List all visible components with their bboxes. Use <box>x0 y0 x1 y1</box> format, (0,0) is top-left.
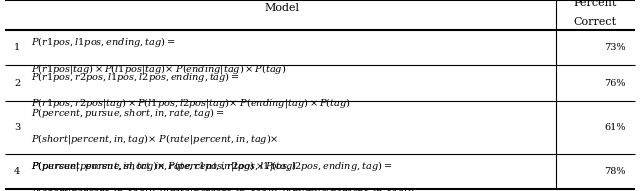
Text: $P(r1pos, r2pos, l1pos, l2pos, ending, tag) =$: $P(r1pos, r2pos, l1pos, l2pos, ending, t… <box>31 70 239 84</box>
Text: $P(r1pos, l1pos, ending, tag) =$: $P(r1pos, l1pos, ending, tag) =$ <box>31 35 175 49</box>
Text: 3: 3 <box>14 123 20 132</box>
Text: 61%: 61% <box>604 123 626 132</box>
Text: $P(r1pos|tag) \times P(l1pos|tag){\times}\ P(ending|tag) \times P(tag)$: $P(r1pos|tag) \times P(l1pos|tag){\times… <box>31 62 286 76</box>
Text: Model: Model <box>264 3 299 13</box>
Text: 78%: 78% <box>604 167 626 176</box>
Text: $P(short|percent, in, tag){\times}\ P(rate|percent, in, tag){\times}$: $P(short|percent, in, tag){\times}\ P(ra… <box>31 132 278 146</box>
Text: $P(percent, pursue, short, in, rate, r1pos, r2pos, l1pos, l2pos, ending, tag) =$: $P(percent, pursue, short, in, rate, r1p… <box>31 159 392 172</box>
Text: 76%: 76% <box>604 79 626 88</box>
Text: 1: 1 <box>14 43 20 52</box>
Text: $P(r1pos, r2pos|tag) \times P(l1pos, l2pos|tag){\times}\ P(ending|tag) \times P(: $P(r1pos, r2pos|tag) \times P(l1pos, l2p… <box>31 96 350 110</box>
Text: 73%: 73% <box>604 43 626 52</box>
Text: $P(pursue|percent, in, tag){\times}\ P(percent, in|tag) \times P(tag)$: $P(pursue|percent, in, tag){\times}\ P(p… <box>31 159 296 173</box>
Text: $P(short|percent, in, tag){\times}\ P(rate|percent, in, tag){\times}\ P(pursue|p: $P(short|percent, in, tag){\times}\ P(ra… <box>31 185 415 191</box>
Text: Correct: Correct <box>573 17 617 28</box>
Text: Percent: Percent <box>573 0 617 8</box>
Text: 2: 2 <box>14 79 20 88</box>
Text: $P(percent, pursue, short, in, rate, tag) =$: $P(percent, pursue, short, in, rate, tag… <box>31 106 225 120</box>
Text: 4: 4 <box>14 167 20 176</box>
